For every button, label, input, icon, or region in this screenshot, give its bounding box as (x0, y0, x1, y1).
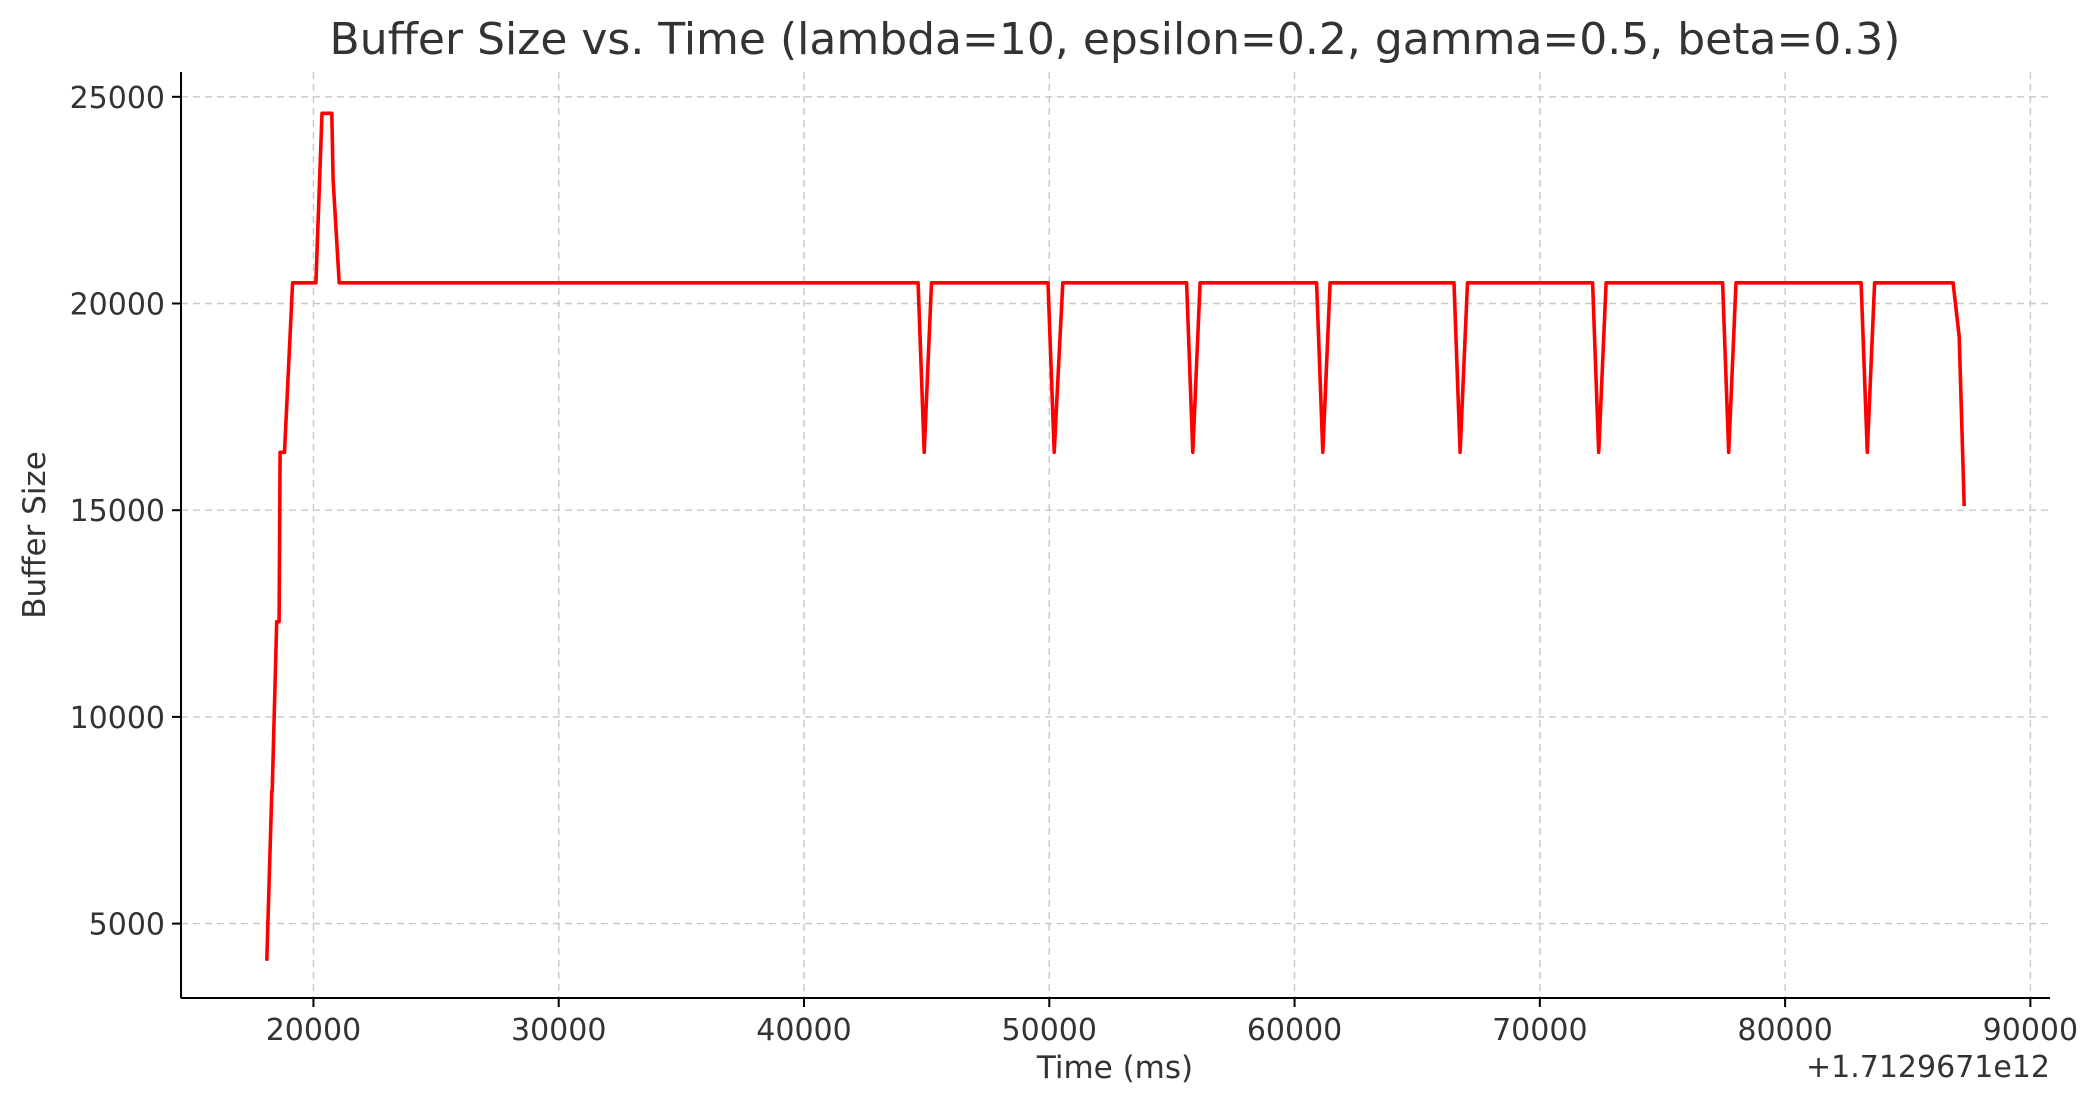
series-line-0 (265, 111, 1966, 961)
y-tick-label: 10000 (70, 701, 165, 736)
x-tick-label: 40000 (756, 1013, 851, 1048)
ticks: 20000 30000 40000 50000 60000 70000 80000 90000… (70, 81, 2079, 1048)
x-tick-label: 20000 (266, 1013, 361, 1048)
x-tick-label: 50000 (1002, 1013, 1097, 1048)
grid (181, 72, 2050, 998)
x-axis-offset-label: +1.7129671e12 (1806, 1050, 2050, 1085)
x-tick-label: 60000 (1247, 1013, 1342, 1048)
x-tick-label: 70000 (1492, 1013, 1587, 1048)
x-axis-label: Time (ms) (1036, 1050, 1193, 1086)
x-tick-label: 30000 (511, 1013, 606, 1048)
x-tick-label: 90000 (1983, 1013, 2078, 1048)
y-tick-label: 5000 (89, 908, 165, 943)
data-line-layer (265, 111, 1966, 961)
y-axis-label: Buffer Size (17, 451, 53, 619)
chart-title: Buffer Size vs. Time (lambda=10, epsilon… (330, 14, 1901, 65)
y-tick-label: 20000 (70, 288, 165, 323)
x-tick-label: 80000 (1737, 1013, 1832, 1048)
axes (180, 72, 2050, 999)
y-tick-label: 25000 (70, 81, 165, 116)
y-tick-label: 15000 (70, 494, 165, 529)
